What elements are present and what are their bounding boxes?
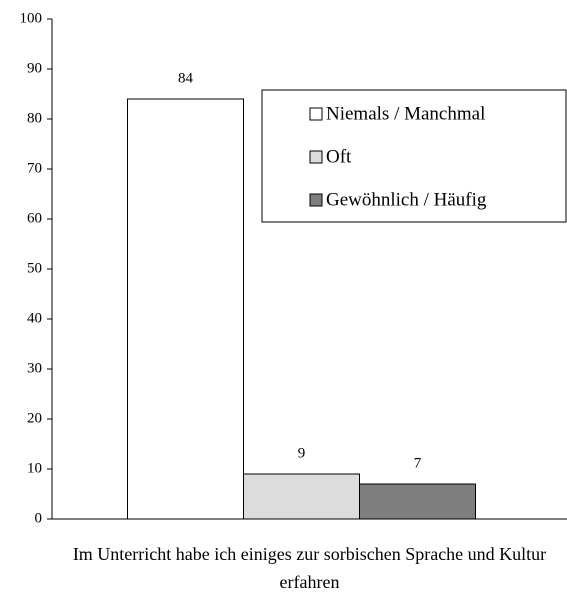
bar bbox=[243, 473, 360, 520]
y-tick-label: 100 bbox=[20, 10, 43, 26]
y-tick-label: 90 bbox=[27, 60, 42, 76]
legend-swatch bbox=[309, 150, 323, 164]
y-tick-label: 0 bbox=[35, 510, 43, 526]
y-tick-label: 40 bbox=[27, 310, 42, 326]
legend-label: Niemals / Manchmal bbox=[326, 103, 485, 124]
bar bbox=[127, 98, 244, 520]
y-tick-label: 30 bbox=[27, 360, 42, 376]
y-tick-label: 20 bbox=[27, 410, 42, 426]
legend-label: Oft bbox=[326, 146, 352, 167]
legend-swatch bbox=[309, 193, 323, 207]
legend-label: Gewöhnlich / Häufig bbox=[326, 189, 487, 210]
data-label: 7 bbox=[414, 455, 422, 471]
bar bbox=[359, 483, 476, 520]
y-tick-label: 10 bbox=[27, 460, 42, 476]
data-label: 9 bbox=[298, 445, 306, 461]
legend-swatch bbox=[309, 107, 323, 121]
data-label: 84 bbox=[178, 70, 194, 86]
x-category-label: Im Unterricht habe ich einiges zur sorbi… bbox=[72, 544, 547, 592]
y-tick-label: 80 bbox=[27, 110, 42, 126]
y-tick-label: 60 bbox=[27, 210, 42, 226]
y-tick-label: 50 bbox=[27, 260, 42, 276]
y-tick-label: 70 bbox=[27, 160, 42, 176]
